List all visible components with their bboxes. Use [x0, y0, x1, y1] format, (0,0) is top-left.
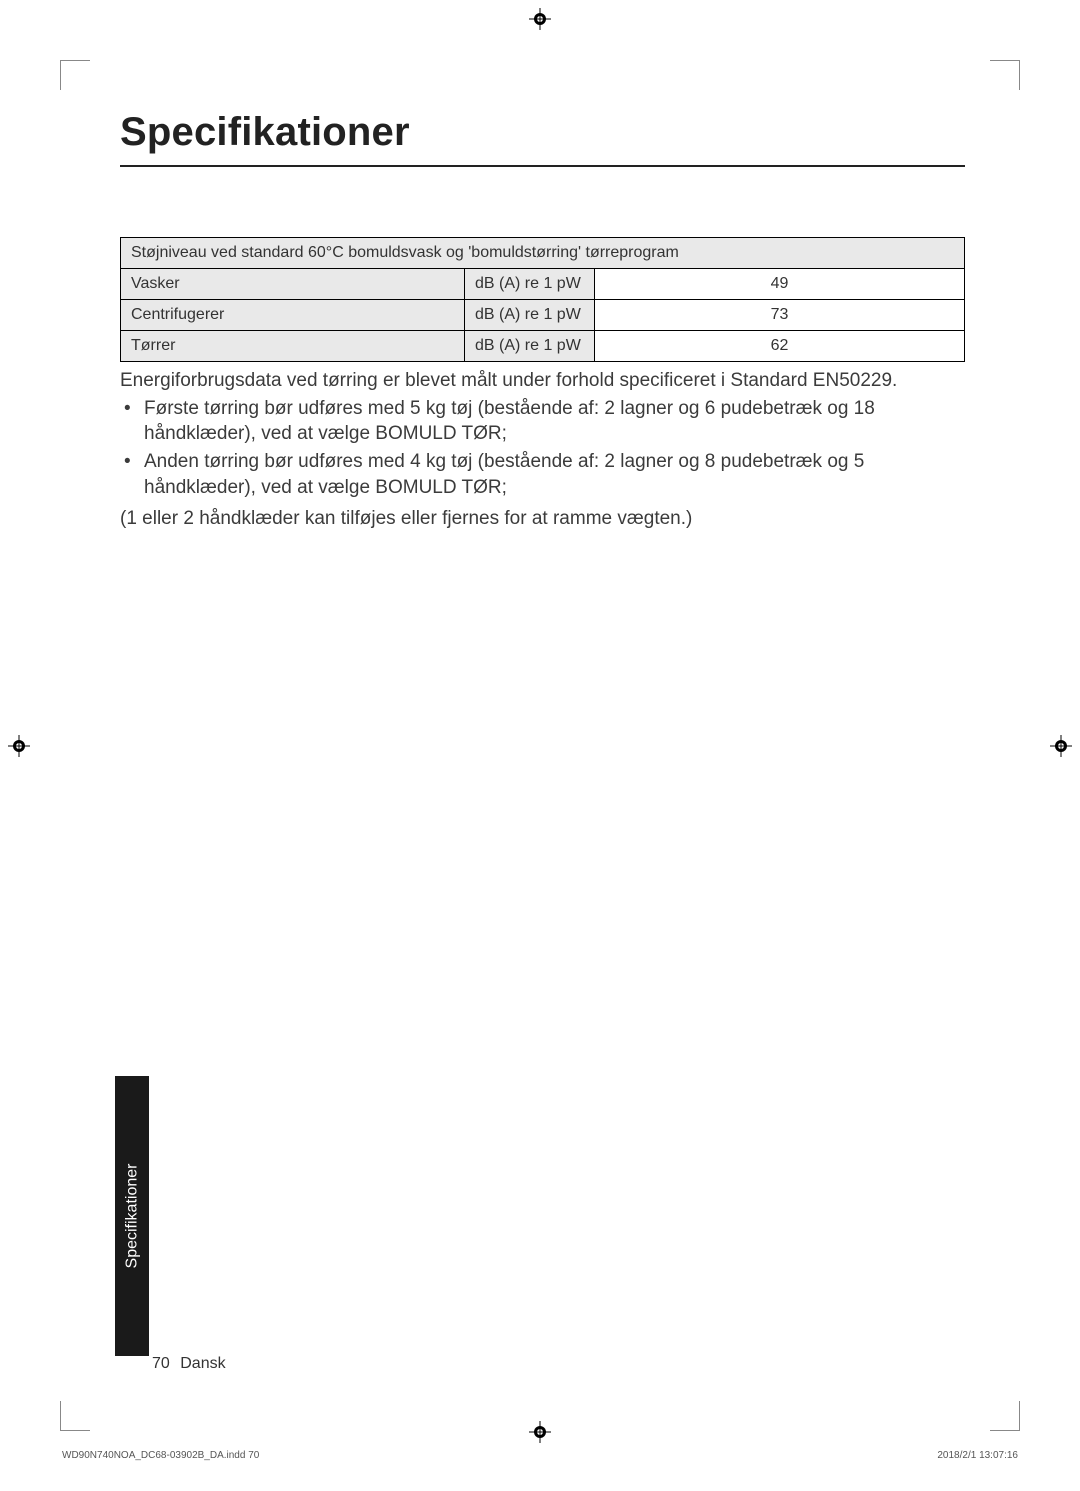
page-number: 70 Dansk: [152, 1355, 226, 1373]
page-title: Specifikationer: [120, 110, 965, 167]
print-footer: WD90N740NOA_DC68-03902B_DA.indd 70 2018/…: [62, 1450, 1018, 1461]
noise-level-table: Støjniveau ved standard 60°C bomuldsvask…: [120, 237, 965, 362]
section-tab-label: Specifikationer: [123, 1164, 141, 1269]
table-header: Støjniveau ved standard 60°C bomuldsvask…: [121, 238, 965, 269]
table-row: Vasker dB (A) re 1 pW 49: [121, 269, 965, 300]
row-value: 49: [595, 269, 965, 300]
crop-mark: [990, 60, 1020, 90]
page-number-value: 70: [152, 1355, 170, 1372]
footer-timestamp: 2018/2/1 13:07:16: [937, 1450, 1018, 1461]
row-value: 73: [595, 300, 965, 331]
crop-mark: [60, 1401, 90, 1431]
table-row: Tørrer dB (A) re 1 pW 62: [121, 331, 965, 362]
table-row: Centrifugerer dB (A) re 1 pW 73: [121, 300, 965, 331]
registration-mark-icon: [529, 8, 551, 30]
row-label: Vasker: [121, 269, 465, 300]
row-unit: dB (A) re 1 pW: [465, 300, 595, 331]
registration-mark-icon: [529, 1421, 551, 1443]
registration-mark-icon: [8, 735, 30, 757]
note-text: (1 eller 2 håndklæder kan tilføjes eller…: [120, 506, 965, 532]
row-unit: dB (A) re 1 pW: [465, 269, 595, 300]
intro-text: Energiforbrugsdata ved tørring er blevet…: [120, 368, 965, 394]
crop-mark: [60, 60, 90, 90]
list-item: Anden tørring bør udføres med 4 kg tøj (…: [144, 449, 965, 500]
row-label: Tørrer: [121, 331, 465, 362]
footer-filename: WD90N740NOA_DC68-03902B_DA.indd 70: [62, 1450, 259, 1461]
list-item: Første tørring bør udføres med 5 kg tøj …: [144, 396, 965, 447]
crop-mark: [990, 1401, 1020, 1431]
row-label: Centrifugerer: [121, 300, 465, 331]
section-tab: Specifikationer: [115, 1076, 149, 1356]
page-language: Dansk: [180, 1355, 225, 1372]
bullet-list: Første tørring bør udføres med 5 kg tøj …: [120, 396, 965, 501]
registration-mark-icon: [1050, 735, 1072, 757]
row-value: 62: [595, 331, 965, 362]
row-unit: dB (A) re 1 pW: [465, 331, 595, 362]
